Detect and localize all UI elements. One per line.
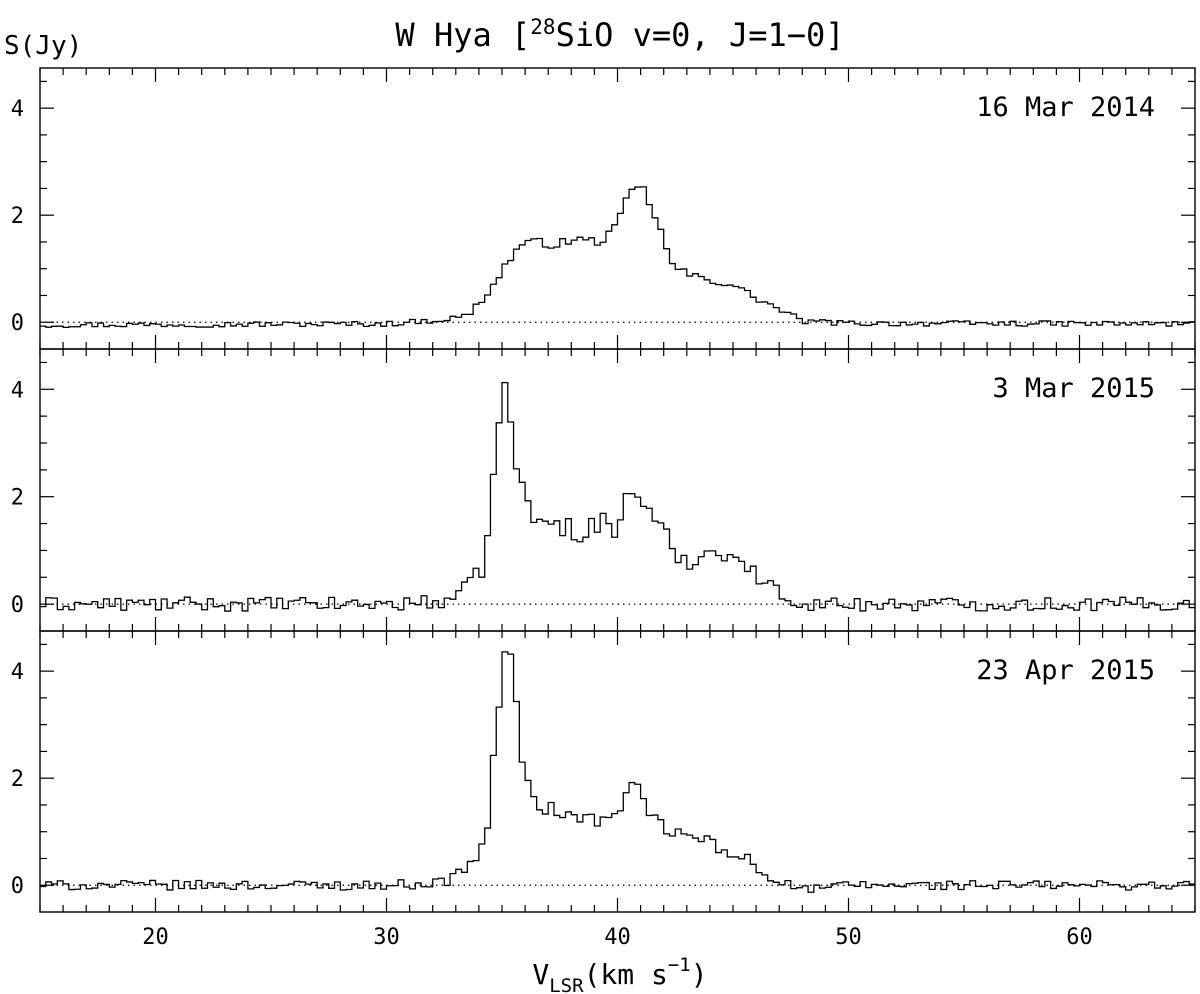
x-axis-label-sup: −1 bbox=[668, 954, 691, 976]
x-axis-label-close: ) bbox=[691, 958, 708, 991]
x-axis-label-unit: (km s bbox=[584, 958, 668, 991]
x-tick-label: 30 bbox=[373, 925, 400, 950]
y-tick-label: 0 bbox=[11, 874, 24, 899]
y-tick-label: 0 bbox=[11, 311, 24, 336]
panel-date-label: 3 Mar 2015 bbox=[992, 373, 1155, 404]
x-axis-label-main: V bbox=[532, 958, 549, 991]
panel-date-label: 23 Apr 2015 bbox=[976, 655, 1155, 686]
y-tick-label: 4 bbox=[11, 97, 24, 122]
y-axis-label: S(Jy) bbox=[4, 31, 82, 61]
x-axis-label-sub: LSR bbox=[549, 975, 584, 994]
y-tick-label: 0 bbox=[11, 593, 24, 618]
spectrum-line bbox=[40, 186, 1195, 329]
chart-title-sup: 28 bbox=[530, 15, 555, 39]
x-tick-label: 20 bbox=[142, 925, 169, 950]
panels-group: 0 2 4 16 Mar 2014 0 2 4 3 Mar 2015 0 2 4 23 Apr 201… bbox=[11, 67, 1196, 950]
panel-1: 0 2 4 16 Mar 2014 bbox=[11, 67, 1196, 350]
y-tick-label: 2 bbox=[11, 204, 24, 229]
chart-title: W Hya [28SiO v=0, J=1−0] bbox=[395, 15, 844, 54]
x-tick-label: 40 bbox=[604, 925, 631, 950]
panel-2: 0 2 4 3 Mar 2015 bbox=[11, 348, 1196, 632]
x-axis-label: VLSR(km s−1) bbox=[532, 954, 707, 994]
chart-title-main: W Hya [ bbox=[395, 16, 530, 54]
x-tick-label: 50 bbox=[835, 925, 862, 950]
chart-title-rest: SiO v=0, J=1−0] bbox=[556, 16, 845, 54]
y-tick-label: 2 bbox=[11, 767, 24, 792]
y-tick-label: 4 bbox=[11, 378, 24, 403]
spectrum-line bbox=[40, 382, 1195, 612]
panel-date-label: 16 Mar 2014 bbox=[976, 92, 1155, 123]
spectrum-line bbox=[40, 651, 1195, 893]
y-tick-label: 2 bbox=[11, 486, 24, 511]
panel-3: 0 2 4 23 Apr 2015 bbox=[11, 630, 1196, 913]
x-tick-label: 60 bbox=[1066, 925, 1093, 950]
y-tick-label: 4 bbox=[11, 660, 24, 685]
